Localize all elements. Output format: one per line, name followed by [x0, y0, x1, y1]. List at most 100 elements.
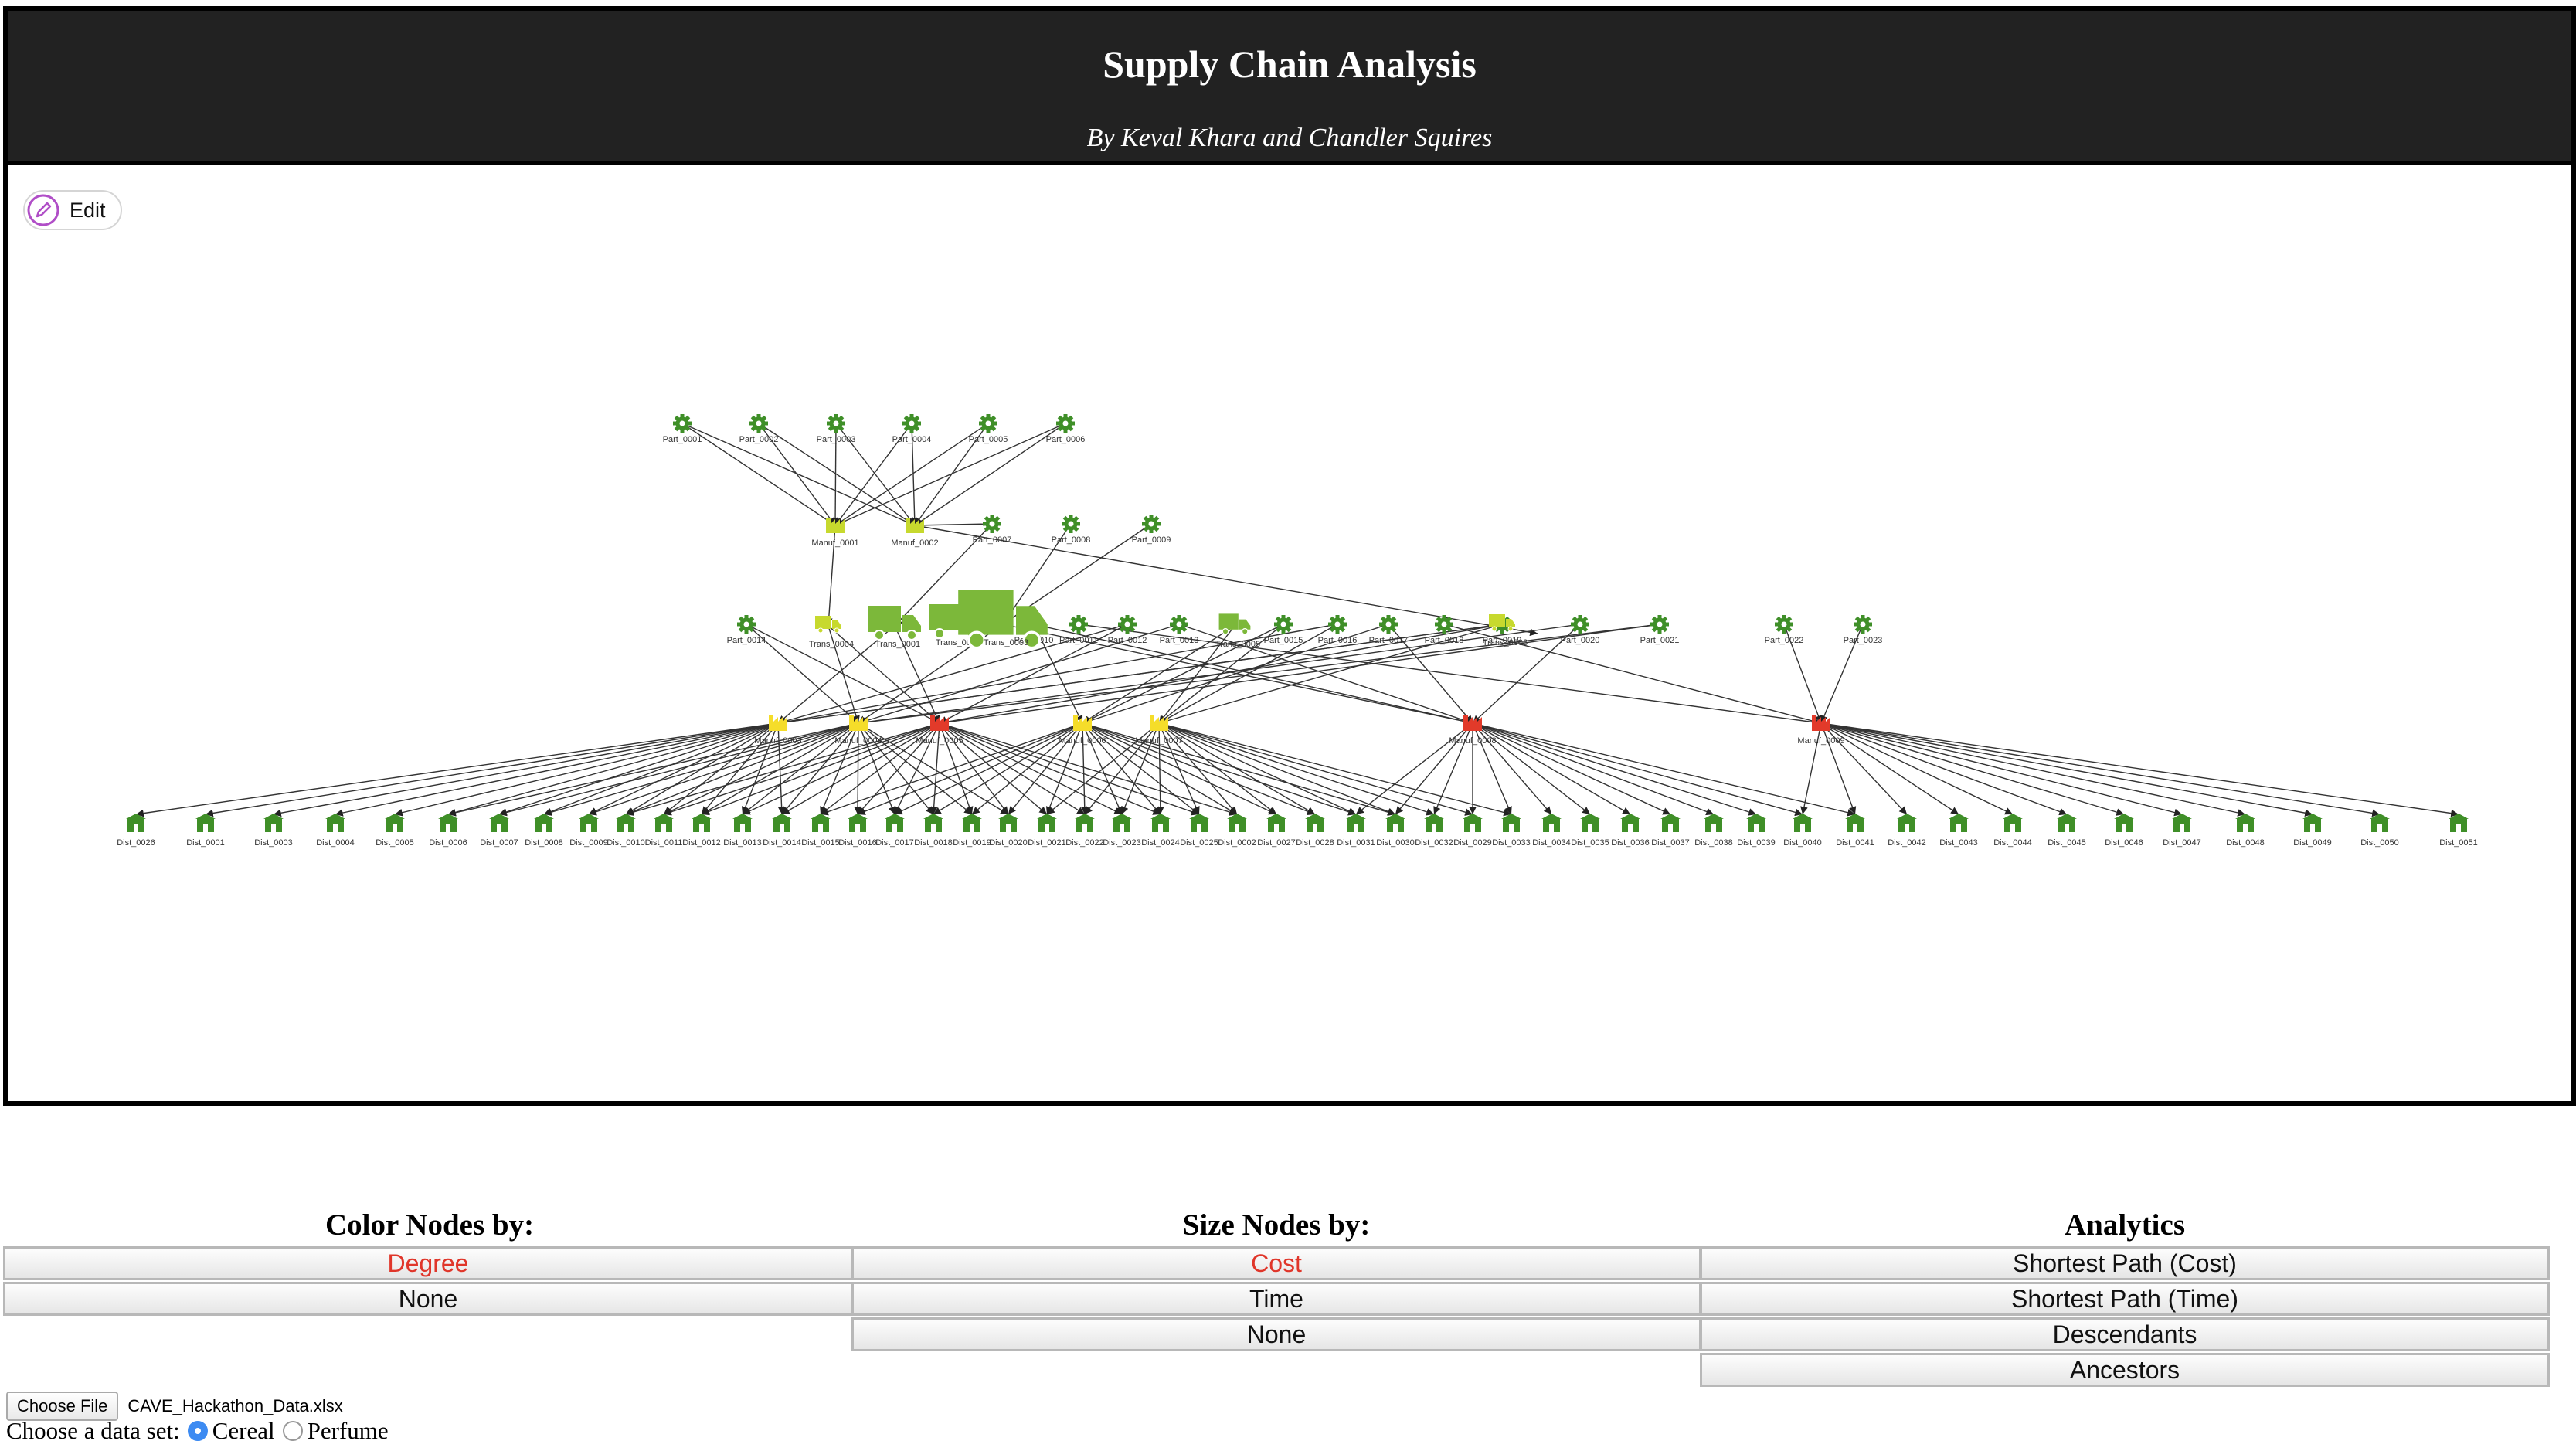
manufacturer-node[interactable]: Manuf_0008 — [1449, 715, 1497, 746]
manufacturer-node[interactable]: Manuf_0005 — [916, 715, 963, 746]
distributor-node[interactable]: Dist_0001 — [186, 814, 225, 848]
distributor-node[interactable]: Dist_0017 — [875, 814, 914, 848]
color-degree-button[interactable]: Degree — [3, 1246, 853, 1280]
size-time-button[interactable]: Time — [851, 1282, 1701, 1316]
distributor-node[interactable]: Dist_0012 — [682, 814, 721, 848]
distributor-node[interactable]: Dist_0037 — [1651, 814, 1690, 848]
distributor-node[interactable]: Dist_0049 — [2293, 814, 2332, 848]
part-node[interactable]: Part_0006 — [1046, 414, 1086, 444]
part-node[interactable]: Part_0002 — [739, 414, 779, 444]
part-node[interactable]: Part_0008 — [1052, 515, 1091, 545]
distributor-node[interactable]: Dist_0044 — [1993, 814, 2032, 848]
transport-node[interactable]: Trans_0001 — [868, 606, 921, 649]
distributor-node[interactable]: Dist_0039 — [1737, 814, 1776, 848]
distributor-node[interactable]: Dist_0051 — [2439, 814, 2478, 848]
transport-node[interactable]: Trans_0005 — [1215, 613, 1260, 649]
distributor-node[interactable]: Dist_0028 — [1296, 814, 1334, 848]
distributor-node[interactable]: Dist_0013 — [723, 814, 762, 848]
part-node[interactable]: Part_0005 — [969, 414, 1008, 444]
manufacturer-node[interactable]: Manuf_0007 — [1135, 715, 1183, 746]
distributor-node[interactable]: Dist_0045 — [2048, 814, 2086, 848]
distributor-node[interactable]: Dist_0020 — [989, 814, 1028, 848]
distributor-node[interactable]: Dist_0038 — [1694, 814, 1733, 848]
part-node[interactable]: Part_0017 — [1369, 615, 1409, 645]
distributor-node[interactable]: Dist_0003 — [254, 814, 293, 848]
distributor-node[interactable]: Dist_0021 — [1028, 814, 1066, 848]
distributor-node[interactable]: Dist_0029 — [1453, 814, 1492, 848]
part-node[interactable]: Part_0014 — [727, 615, 766, 645]
manufacturer-node[interactable]: Manuf_0003 — [754, 715, 802, 746]
manufacturer-node[interactable]: Manuf_0001 — [811, 518, 859, 548]
distributor-node[interactable]: Dist_0015 — [801, 814, 840, 848]
distributor-node[interactable]: Dist_0041 — [1836, 814, 1874, 848]
distributor-node[interactable]: Dist_0034 — [1532, 814, 1571, 848]
part-node[interactable]: Part_0011 — [1059, 615, 1098, 645]
distributor-node[interactable]: Dist_0040 — [1783, 814, 1822, 848]
ancestors-button[interactable]: Ancestors — [1700, 1353, 2550, 1387]
distributor-node[interactable]: Dist_0033 — [1492, 814, 1531, 848]
manufacturer-node[interactable]: Manuf_0006 — [1059, 715, 1106, 746]
distributor-node[interactable]: Dist_0035 — [1571, 814, 1609, 848]
distributor-node[interactable]: Dist_0004 — [316, 814, 355, 848]
shortest-path-cost-button[interactable]: Shortest Path (Cost) — [1700, 1246, 2550, 1280]
distributor-node[interactable]: Dist_0031 — [1337, 814, 1375, 848]
shortest-path-time-button[interactable]: Shortest Path (Time) — [1700, 1282, 2550, 1316]
distributor-node[interactable]: Dist_0036 — [1611, 814, 1650, 848]
distributor-node[interactable]: Dist_0007 — [480, 814, 518, 848]
cereal-label[interactable]: Cereal — [212, 1417, 275, 1444]
distributor-node[interactable]: Dist_0023 — [1103, 814, 1141, 848]
distributor-node[interactable]: Dist_0024 — [1141, 814, 1180, 848]
distributor-node[interactable]: Dist_0046 — [2105, 814, 2143, 848]
part-node[interactable]: Part_0004 — [892, 414, 932, 444]
edit-button[interactable]: Edit — [23, 190, 122, 230]
part-node[interactable]: Part_0022 — [1765, 615, 1804, 645]
perfume-label[interactable]: Perfume — [307, 1417, 389, 1444]
transport-node[interactable]: Trans_0004 — [809, 616, 854, 649]
part-node[interactable]: Part_0021 — [1640, 615, 1680, 645]
graph-canvas[interactable] — [3, 165, 2576, 1106]
part-node[interactable]: Part_0003 — [817, 414, 856, 444]
transport-node[interactable]: Trans_0003 — [958, 590, 1048, 650]
distributor-node[interactable]: Dist_0025 — [1180, 814, 1218, 848]
manufacturer-node[interactable]: Manuf_0002 — [891, 518, 939, 548]
distributor-node[interactable]: Dist_0014 — [763, 814, 801, 848]
distributor-node[interactable]: Dist_0030 — [1376, 814, 1415, 848]
part-node[interactable]: Part_0023 — [1844, 615, 1883, 645]
distributor-node[interactable]: Dist_0043 — [1939, 814, 1978, 848]
part-node[interactable]: Part_0013 — [1160, 615, 1199, 645]
distributor-node[interactable]: Dist_0048 — [2226, 814, 2265, 848]
distributor-node[interactable]: Dist_0032 — [1415, 814, 1453, 848]
distributor-node[interactable]: Dist_0016 — [838, 814, 877, 848]
distributor-node[interactable]: Dist_0050 — [2360, 814, 2399, 848]
distributor-node[interactable]: Dist_0047 — [2163, 814, 2201, 848]
part-node[interactable]: Part_0007 — [973, 515, 1012, 545]
part-node[interactable]: Part_0020 — [1561, 615, 1600, 645]
distributor-node[interactable]: Dist_0026 — [117, 814, 155, 848]
transport-node[interactable]: Trans_0006 — [1483, 614, 1528, 647]
part-node[interactable]: Part_0009 — [1132, 515, 1171, 545]
size-none-button[interactable]: None — [851, 1317, 1701, 1351]
distributor-node[interactable]: Dist_0022 — [1065, 814, 1104, 848]
distributor-node[interactable]: Dist_0027 — [1257, 814, 1296, 848]
distributor-node[interactable]: Dist_0019 — [953, 814, 991, 848]
choose-file-button[interactable]: Choose File — [6, 1392, 119, 1421]
distributor-node[interactable]: Dist_0018 — [914, 814, 953, 848]
distributor-node[interactable]: Dist_0006 — [429, 814, 467, 848]
distributor-node[interactable]: Dist_0002 — [1218, 814, 1256, 848]
color-none-button[interactable]: None — [3, 1282, 853, 1316]
manufacturer-node[interactable]: Manuf_0004 — [834, 715, 882, 746]
manufacturer-node[interactable]: Manuf_0009 — [1797, 715, 1845, 746]
size-cost-button[interactable]: Cost — [851, 1246, 1701, 1280]
distributor-node[interactable]: Dist_0042 — [1888, 814, 1926, 848]
part-node[interactable]: Part_0018 — [1425, 615, 1464, 645]
perfume-radio[interactable] — [282, 1421, 303, 1441]
distributor-node[interactable]: Dist_0011 — [645, 814, 683, 848]
distributor-node[interactable]: Dist_0005 — [376, 814, 414, 848]
part-node[interactable]: Part_0012 — [1108, 615, 1147, 645]
distributor-node[interactable]: Dist_0010 — [607, 814, 645, 848]
cereal-radio[interactable] — [187, 1421, 208, 1441]
distributor-node[interactable]: Dist_0009 — [569, 814, 608, 848]
part-node[interactable]: Part_0015 — [1264, 615, 1303, 645]
part-node[interactable]: Part_0001 — [663, 414, 702, 444]
descendants-button[interactable]: Descendants — [1700, 1317, 2550, 1351]
